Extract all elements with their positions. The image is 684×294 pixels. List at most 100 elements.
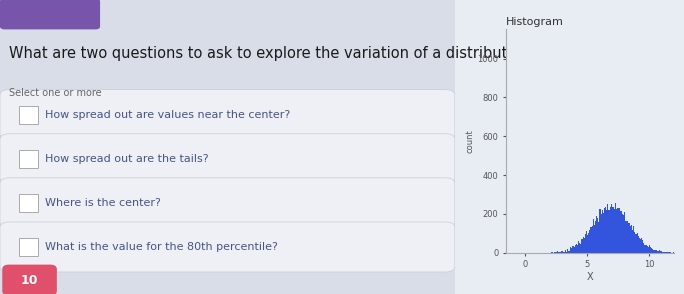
Bar [606,210,607,253]
Text: How spread out are values near the center?: How spread out are values near the cente… [45,110,291,120]
Bar [628,223,629,253]
Bar [660,251,661,253]
Text: 10: 10 [21,273,38,287]
Bar [575,245,576,253]
Bar [649,245,650,253]
Bar [578,241,579,253]
Bar [666,252,667,253]
Bar [552,252,553,253]
Text: What are two questions to ask to explore the variation of a distribution?: What are two questions to ask to explore… [9,46,538,61]
Bar [566,252,567,253]
Bar [557,252,559,253]
Bar [588,233,590,253]
Bar [633,226,634,253]
Bar [659,250,660,253]
Bar [641,238,642,253]
Bar [616,208,618,253]
Bar [598,222,599,253]
Bar [561,251,562,253]
Bar [602,210,603,253]
Bar [632,230,633,253]
Bar [622,214,623,253]
FancyBboxPatch shape [19,238,38,256]
Bar [590,227,592,253]
Bar [596,216,597,253]
Bar [644,245,646,253]
Bar [651,248,653,253]
Bar [620,211,621,253]
Bar [586,231,587,253]
Bar [640,239,641,253]
Bar [583,238,585,253]
FancyBboxPatch shape [2,265,57,294]
Bar [560,252,561,253]
Bar [670,252,672,253]
Bar [621,211,622,253]
Bar [657,251,658,253]
Bar [592,219,594,253]
FancyBboxPatch shape [19,194,38,212]
Bar [625,221,627,253]
Text: Histogram: Histogram [506,17,564,27]
Bar [564,250,566,253]
Bar [635,234,637,253]
Bar [568,251,569,253]
Bar [639,238,640,253]
Bar [597,218,598,253]
Bar [672,252,674,253]
Text: How spread out are the tails?: How spread out are the tails? [45,154,209,164]
Bar [609,207,611,253]
Bar [594,225,595,253]
FancyBboxPatch shape [0,178,455,228]
Bar [603,213,604,253]
Bar [551,252,552,253]
Text: Select one or more: Select one or more [9,88,102,98]
FancyBboxPatch shape [0,0,100,29]
FancyBboxPatch shape [0,134,455,184]
Bar [646,246,648,253]
Bar [634,232,635,253]
Bar [581,239,583,253]
Y-axis label: count: count [466,129,475,153]
Bar [567,249,568,253]
Bar [655,250,656,253]
Bar [656,250,657,253]
Bar [627,221,628,253]
Bar [605,207,606,253]
Bar [607,204,609,253]
Bar [601,214,602,253]
Bar [648,247,649,253]
Bar [585,234,586,253]
Bar [599,209,601,253]
Bar [661,251,663,253]
Bar [562,251,564,253]
Bar [637,236,639,253]
Bar [653,250,655,253]
Bar [595,221,596,253]
Bar [571,248,573,253]
Bar [650,247,651,253]
Bar [631,225,632,253]
Bar [570,247,571,253]
Bar [618,208,620,253]
Bar [629,223,630,253]
FancyBboxPatch shape [0,222,455,272]
Text: Where is the center?: Where is the center? [45,198,161,208]
Bar [658,251,659,253]
Text: What is the value for the 80th percentile?: What is the value for the 80th percentil… [45,242,278,252]
Bar [576,244,577,253]
Bar [615,203,616,253]
FancyBboxPatch shape [19,150,38,168]
Bar [611,207,613,253]
FancyBboxPatch shape [0,90,455,140]
X-axis label: X: X [587,272,593,282]
Bar [577,245,578,253]
Bar [587,235,588,253]
Bar [574,247,575,253]
Bar [559,252,560,253]
Bar [624,213,625,253]
FancyBboxPatch shape [19,106,38,124]
Bar [579,243,580,253]
Bar [613,207,614,253]
Bar [580,245,581,253]
